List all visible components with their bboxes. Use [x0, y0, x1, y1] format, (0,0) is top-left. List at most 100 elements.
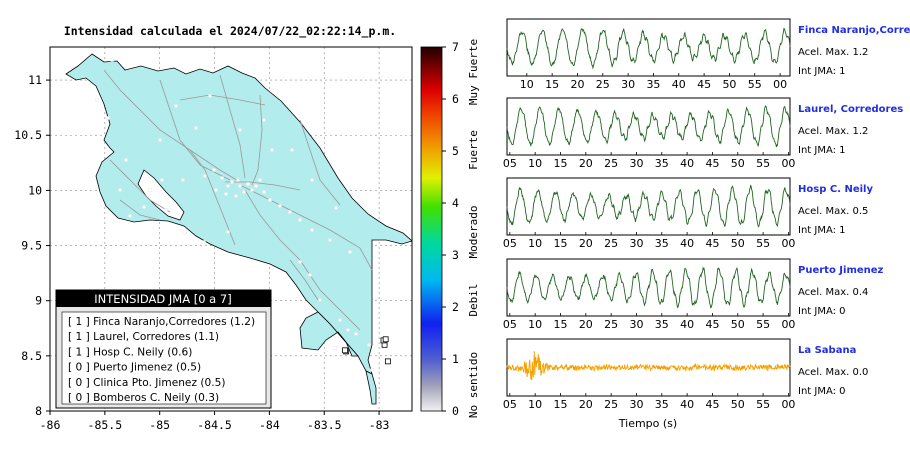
station-dot [348, 250, 352, 254]
station-acel-max: Acel. Max. 0.4 [798, 287, 868, 298]
map-x-tick-label: -84.5 [197, 418, 232, 432]
waveform-tick-label: 45 [705, 157, 719, 170]
waveform-tick-label: 45 [697, 78, 711, 91]
intensity-legend: INTENSIDAD JMA [0 a 7] [ 1 ] Finca Naran… [55, 289, 272, 409]
waveform-tick-label: 55 [756, 157, 770, 170]
waveform-tick-label: 30 [621, 78, 635, 91]
map-x-tick-label: -85.5 [88, 418, 123, 432]
station-dot [224, 192, 228, 196]
waveform-tick-label: 25 [604, 398, 618, 411]
map-y-tick-label: 9 [35, 294, 42, 308]
waveform-tick-label: 55 [756, 398, 770, 411]
waveform-tick-label: 20 [579, 318, 593, 331]
waveform-tick-label: 10 [520, 78, 534, 91]
waveform-tick-label: 20 [579, 237, 593, 250]
colorbar-tick-label: 3 [452, 248, 459, 262]
road-line [159, 79, 231, 181]
colorbar-ticks: 0 1 2 3 4 5 6 7 [442, 40, 459, 418]
station-dot [226, 230, 230, 234]
map-title: Intensidad calculada el 2024/07/22_02:22… [64, 24, 396, 39]
station-dot [246, 182, 250, 186]
waveform-panels: 10 15 20 25 30 35 40 45 50 55 00 Finca Naranjo,Corr… [503, 18, 910, 411]
station-name: La Sabana [798, 345, 856, 356]
legend-row: [ 0 ] Clinica Pto. Jimenez (0.5) [68, 377, 225, 389]
station-int-jma: Int JMA: 1 [798, 66, 846, 77]
waveform-tick-label: 45 [705, 318, 719, 331]
waveform-tick-label: 05 [503, 318, 517, 331]
map-y-tick-label: 10.5 [14, 128, 42, 142]
waveform-tick-label: 50 [731, 157, 745, 170]
waveform-panel: 05 10 15 20 25 30 35 40 45 50 55 00 Hosp C. Neily Ace… [503, 177, 873, 250]
waveform-panel: 05 10 15 20 25 30 35 40 45 50 55 00 Laurel, Corredor… [503, 97, 903, 170]
legend-row: [ 0 ] Puerto Jimenez (0.5) [68, 362, 201, 374]
road-line [239, 184, 373, 271]
legend-header: INTENSIDAD JMA [0 a 7] [94, 292, 231, 306]
waveform-tick-label: 40 [672, 78, 686, 91]
legend-row: [ 1 ] Finca Naranjo,Corredores (1.2) [68, 316, 255, 328]
station-dot [203, 174, 207, 178]
colorbar-tick-label: 7 [452, 40, 459, 54]
colorbar-level-label: Debil [467, 283, 480, 316]
waveform-tick-label: 50 [731, 237, 745, 250]
waveform-tick-label: 15 [553, 398, 567, 411]
colorbar-tick-label: 4 [452, 196, 459, 210]
station-dot [298, 260, 302, 264]
waveform-tick-label: 30 [629, 318, 643, 331]
intensity-station-marker [382, 336, 389, 343]
station-dot [278, 204, 282, 208]
station-dot [142, 205, 146, 209]
station-int-jma: Int JMA: 1 [798, 145, 846, 156]
waveform-tick-label: 05 [503, 398, 517, 411]
waveform-panel: 05 10 15 20 25 30 35 40 45 50 55 00 Puerto Jimenez Ac… [503, 258, 884, 331]
waveform-tick-label: 40 [680, 318, 694, 331]
waveform-tick-label: 10 [528, 318, 542, 331]
station-acel-max: Acel. Max. 1.2 [798, 47, 868, 58]
station-dot [367, 343, 371, 347]
waveform-trace [506, 266, 791, 309]
intensity-station-marker [342, 347, 348, 354]
station-dot [202, 240, 206, 244]
station-dot [214, 188, 218, 192]
station-dot [308, 273, 312, 277]
station-dot [128, 214, 132, 218]
map-y-tick-label: 8.5 [21, 349, 42, 363]
waveform-tick-label: 40 [680, 398, 694, 411]
station-dot [262, 118, 266, 122]
colorbar-level-label: Fuerte [467, 130, 480, 170]
colorbar-level-label: Muy Fuerte [467, 39, 480, 105]
station-dot [95, 98, 99, 102]
station-dot [194, 126, 198, 130]
waveform-tick-label: 15 [553, 237, 567, 250]
map-y-tick-label: 9.5 [21, 239, 42, 253]
station-dot [318, 298, 322, 302]
colorbar-tick-label: 0 [452, 404, 459, 418]
map-y-tick-label: 10 [28, 183, 42, 197]
station-markers [95, 58, 391, 372]
station-dot [290, 148, 294, 152]
colorbar-tick-label: 6 [452, 92, 459, 106]
station-dot [118, 188, 122, 192]
station-dot [270, 148, 274, 152]
osa-peninsula [299, 311, 359, 357]
waveform-trace [506, 27, 791, 70]
colorbar-level-labels: No sentido Debil Moderado Fuerte Muy Fuerte [467, 39, 480, 418]
map-x-tick-label: -86 [40, 418, 61, 432]
waveform-tick-label: 10 [528, 398, 542, 411]
waveform-tick-label: 50 [722, 78, 736, 91]
waveform-tick-label: 50 [731, 318, 745, 331]
waveform-tick-label: 05 [503, 157, 517, 170]
waveform-tick-label: 20 [579, 398, 593, 411]
waveform-tick-label: 20 [579, 157, 593, 170]
waveform-x-label: Tiempo (s) [618, 417, 677, 430]
station-dot [310, 178, 314, 182]
map-y-tick-label: 8 [35, 404, 42, 418]
station-dot [230, 180, 234, 184]
station-dot [268, 198, 272, 202]
waveform-tick-label: 00 [781, 157, 795, 170]
station-dot [288, 210, 292, 214]
station-dot [370, 368, 374, 372]
station-dot [338, 318, 342, 322]
station-acel-max: Acel. Max. 0.5 [798, 206, 868, 217]
waveform-tick-label: 10 [528, 157, 542, 170]
station-dot [226, 184, 230, 188]
